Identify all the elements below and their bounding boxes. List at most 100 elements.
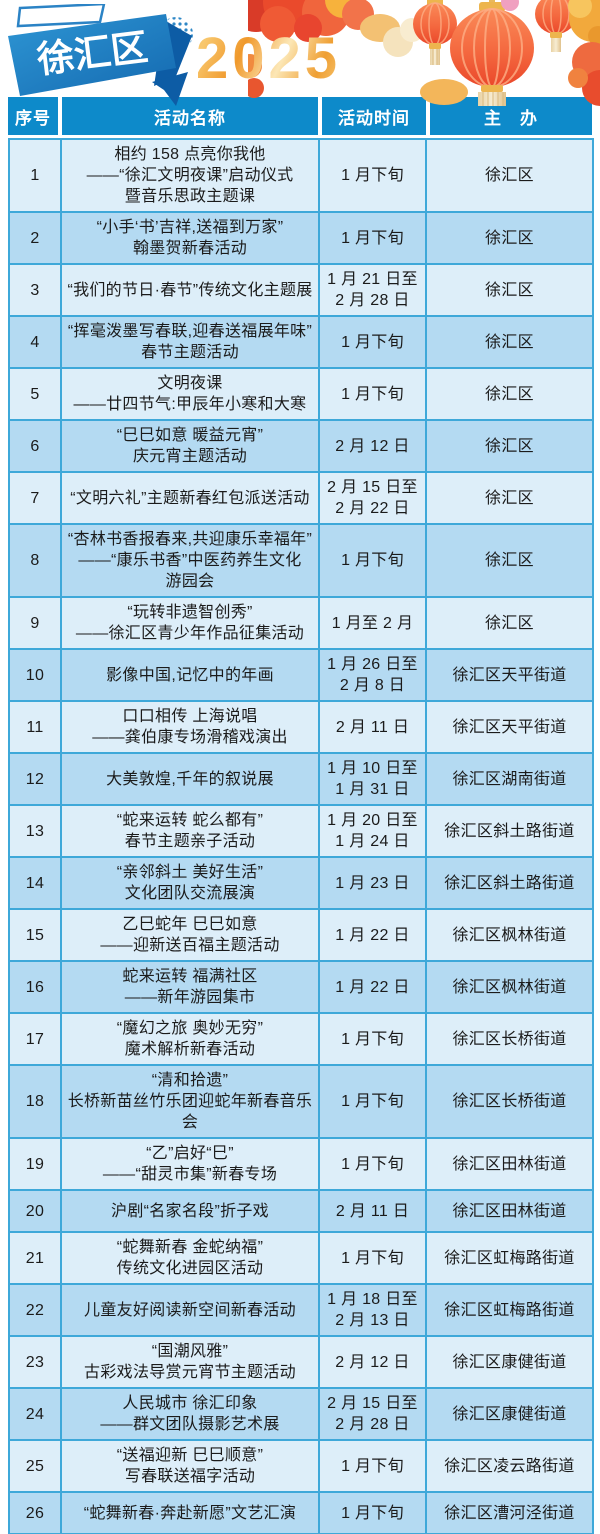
row-number-cell: 9 <box>8 596 62 650</box>
lantern-icon <box>413 0 457 65</box>
activity-name-cell: “亲邻斜土 美好生活” 文化团队交流展演 <box>60 856 320 910</box>
activity-time-cell: 1 月下旬 <box>318 1231 427 1285</box>
activity-name-cell: 人民城市 徐汇印象 ——群文团队摄影艺术展 <box>60 1387 320 1441</box>
page-header: 2025 徐汇区 <box>0 0 600 106</box>
peony-flower-icon <box>248 0 374 42</box>
activity-time-cell: 1 月 26 日至 2 月 8 日 <box>318 648 427 702</box>
activity-name-cell: 蛇来运转 福满社区 ——新年游园集市 <box>60 960 320 1014</box>
activity-name-cell: 大美敦煌,千年的叙说展 <box>60 752 320 806</box>
organizer-cell: 徐汇区 <box>425 138 594 213</box>
activity-name-cell: 口口相传 上海说唱 ——龚伯康专场滑稽戏演出 <box>60 700 320 754</box>
activity-time-cell: 2 月 11 日 <box>318 1189 427 1233</box>
table-row: 15 乙巳蛇年 巳巳如意 ——迎新送百福主题活动 1 月 22 日徐汇区枫林街道 <box>8 908 594 962</box>
row-number-cell: 12 <box>8 752 62 806</box>
table-row: 4 “挥毫泼墨写春联,迎春送福展年味” 春节主题活动 1 月下旬 徐汇区 <box>8 315 594 369</box>
activity-name-cell: “挥毫泼墨写春联,迎春送福展年味” 春节主题活动 <box>60 315 320 369</box>
activity-time-cell: 1 月 21 日至 2 月 28 日 <box>318 263 427 317</box>
table-row: 23 “国潮风雅” 古彩戏法导赏元宵节主题活动 2 月 12 日徐汇区康健街道 <box>8 1335 594 1389</box>
table-row: 18 “清和拾遗” 长桥新苗丝竹乐团迎蛇年新春音乐会 1 月下旬 徐汇区长桥街道 <box>8 1064 594 1139</box>
activity-time-cell: 1 月下旬 <box>318 315 427 369</box>
table-row: 9 “玩转非遗智创秀” ——徐汇区青少年作品征集活动 1 月至 2 月徐汇区 <box>8 596 594 650</box>
organizer-cell: 徐汇区田林街道 <box>425 1137 594 1191</box>
table-row: 26 “蛇舞新春·奔赴新愿”文艺汇演 1 月下旬 徐汇区漕河泾街道 <box>8 1491 594 1534</box>
activity-time-cell: 1 月 22 日 <box>318 960 427 1014</box>
table-row: 10 影像中国,记忆中的年画 1 月 26 日至 2 月 8 日徐汇区天平街道 <box>8 648 594 702</box>
table-row: 16 蛇来运转 福满社区 ——新年游园集市 1 月 22 日徐汇区枫林街道 <box>8 960 594 1014</box>
table-row: 8 “杏林书香报春来,共迎康乐幸福年” ——“康乐书香”中医药养生文化 游园会 1 … <box>8 523 594 598</box>
activity-time-cell: 1 月下旬 <box>318 1012 427 1066</box>
organizer-cell: 徐汇区虹梅路街道 <box>425 1231 594 1285</box>
activity-name-cell: “送福迎新 巳巳顺意” 写春联送福字活动 <box>60 1439 320 1493</box>
activity-time-cell: 1 月下旬 <box>318 1491 427 1534</box>
activity-name-cell: “文明六礼”主题新春红包派送活动 <box>60 471 320 525</box>
activity-time-cell: 1 月至 2 月 <box>318 596 427 650</box>
activity-name-cell: “蛇来运转 蛇么都有” 春节主题亲子活动 <box>60 804 320 858</box>
organizer-cell: 徐汇区 <box>425 211 594 265</box>
row-number-cell: 22 <box>8 1283 62 1337</box>
row-number-cell: 21 <box>8 1231 62 1285</box>
activity-name-cell: 沪剧“名家名段”折子戏 <box>60 1189 320 1233</box>
district-badge: 徐汇区 <box>4 2 214 119</box>
organizer-cell: 徐汇区 <box>425 315 594 369</box>
row-number-cell: 20 <box>8 1189 62 1233</box>
activity-name-cell: “蛇舞新春·奔赴新愿”文艺汇演 <box>60 1491 320 1534</box>
row-number-cell: 6 <box>8 419 62 473</box>
table-row: 13 “蛇来运转 蛇么都有” 春节主题亲子活动 1 月 20 日至 1 月 24 日… <box>8 804 594 858</box>
activity-name-cell: 影像中国,记忆中的年画 <box>60 648 320 702</box>
organizer-cell: 徐汇区虹梅路街道 <box>425 1283 594 1337</box>
organizer-cell: 徐汇区天平街道 <box>425 648 594 702</box>
table-row: 22 儿童友好阅读新空间新春活动 1 月 18 日至 2 月 13 日徐汇区虹梅路街… <box>8 1283 594 1337</box>
table-row: 12 大美敦煌,千年的叙说展 1 月 10 日至 1 月 31 日徐汇区湖南街道 <box>8 752 594 806</box>
activity-time-cell: 1 月 20 日至 1 月 24 日 <box>318 804 427 858</box>
organizer-cell: 徐汇区漕河泾街道 <box>425 1491 594 1534</box>
organizer-cell: 徐汇区 <box>425 367 594 421</box>
organizer-cell: 徐汇区湖南街道 <box>425 752 594 806</box>
row-number-cell: 17 <box>8 1012 62 1066</box>
gold-flower-icon <box>501 0 600 46</box>
table-row: 21 “蛇舞新春 金蛇纳福” 传统文化进园区活动 1 月下旬 徐汇区虹梅路街道 <box>8 1231 594 1285</box>
activity-time-cell: 1 月下旬 <box>318 1439 427 1493</box>
table-row: 11 口口相传 上海说唱 ——龚伯康专场滑稽戏演出 2 月 11 日徐汇区天平街道 <box>8 700 594 754</box>
activity-name-cell: “小手‘书’吉祥,送福到万家” 翰墨贺新春活动 <box>60 211 320 265</box>
activity-time-cell: 1 月 22 日 <box>318 908 427 962</box>
organizer-cell: 徐汇区凌云路街道 <box>425 1439 594 1493</box>
activity-time-cell: 1 月下旬 <box>318 1064 427 1139</box>
festive-decoration <box>248 0 600 106</box>
row-number-cell: 18 <box>8 1064 62 1139</box>
activity-name-cell: “蛇舞新春 金蛇纳福” 传统文化进园区活动 <box>60 1231 320 1285</box>
table-row: 19 “乙”启好“巳” ——“甜灵市集”新春专场 1 月下旬 徐汇区田林街道 <box>8 1137 594 1191</box>
table-header-row: 序号 活动名称 活动时间 主 办 <box>8 97 592 135</box>
organizer-cell: 徐汇区长桥街道 <box>425 1012 594 1066</box>
activity-time-cell: 1 月 10 日至 1 月 31 日 <box>318 752 427 806</box>
lantern-icon <box>535 0 577 52</box>
organizer-cell: 徐汇区枫林街道 <box>425 908 594 962</box>
activity-time-cell: 2 月 15 日至 2 月 28 日 <box>318 1387 427 1441</box>
header-cell-organizer: 主 办 <box>430 97 592 135</box>
row-number-cell: 5 <box>8 367 62 421</box>
organizer-cell: 徐汇区斜土路街道 <box>425 804 594 858</box>
activity-name-cell: “乙”启好“巳” ——“甜灵市集”新春专场 <box>60 1137 320 1191</box>
row-number-cell: 19 <box>8 1137 62 1191</box>
organizer-cell: 徐汇区枫林街道 <box>425 960 594 1014</box>
activity-time-cell: 1 月 23 日 <box>318 856 427 910</box>
year-text: 2025 <box>196 26 342 91</box>
row-number-cell: 14 <box>8 856 62 910</box>
row-number-cell: 24 <box>8 1387 62 1441</box>
activity-time-cell: 2 月 11 日 <box>318 700 427 754</box>
row-number-cell: 11 <box>8 700 62 754</box>
row-number-cell: 4 <box>8 315 62 369</box>
header-cell-time: 活动时间 <box>322 97 426 135</box>
activity-table-body: 1 相约 158 点亮你我他 ——“徐汇文明夜课”启动仪式 暨音乐思政主题课 1 月… <box>8 138 594 1534</box>
organizer-cell: 徐汇区 <box>425 471 594 525</box>
activity-time-cell: 1 月下旬 <box>318 1137 427 1191</box>
row-number-cell: 26 <box>8 1491 62 1534</box>
activity-name-cell: “玩转非遗智创秀” ——徐汇区青少年作品征集活动 <box>60 596 320 650</box>
activity-name-cell: “巳巳如意 暖益元宵” 庆元宵主题活动 <box>60 419 320 473</box>
organizer-cell: 徐汇区康健街道 <box>425 1387 594 1441</box>
activity-time-cell: 2 月 15 日至 2 月 22 日 <box>318 471 427 525</box>
table-row: 24 人民城市 徐汇印象 ——群文团队摄影艺术展 2 月 15 日至 2 月 28 … <box>8 1387 594 1441</box>
organizer-cell: 徐汇区长桥街道 <box>425 1064 594 1139</box>
activity-name-cell: 乙巳蛇年 巳巳如意 ——迎新送百福主题活动 <box>60 908 320 962</box>
table-row: 7 “文明六礼”主题新春红包派送活动 2 月 15 日至 2 月 22 日徐汇区 <box>8 471 594 525</box>
